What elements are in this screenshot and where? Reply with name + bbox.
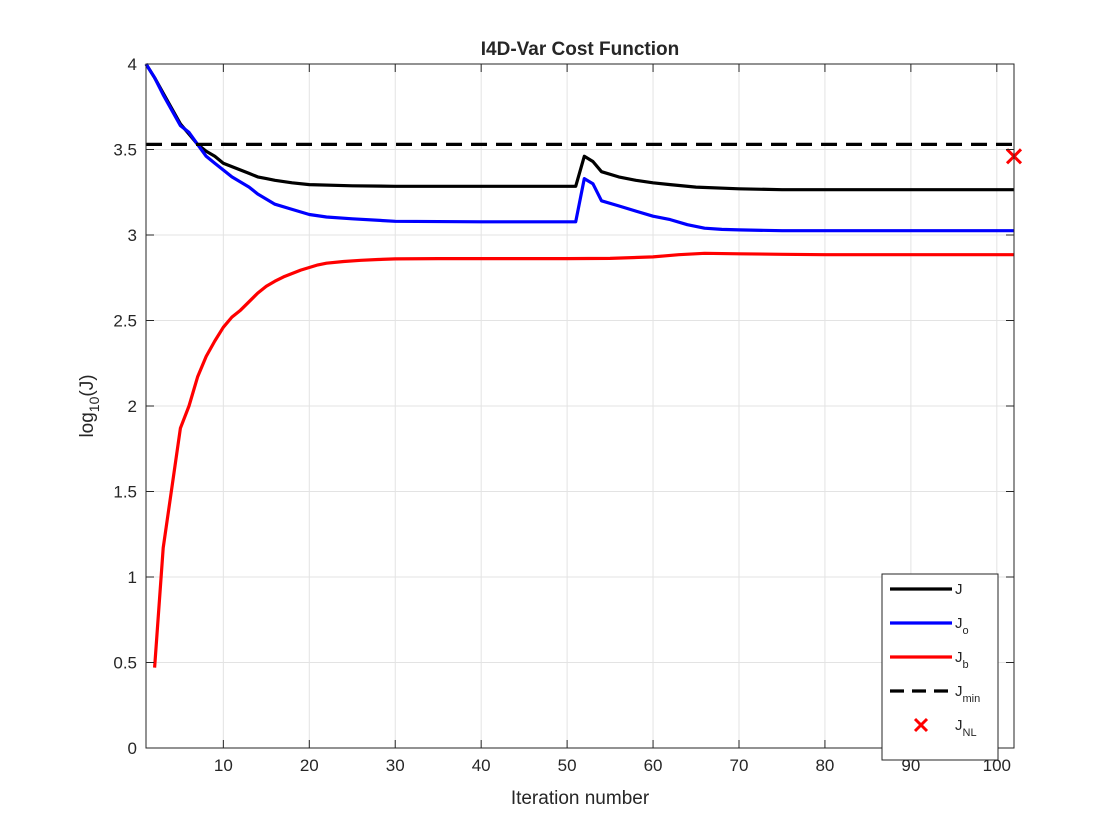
x-tick-label: 10 [214,756,233,775]
legend-entry-Jo: Jo [890,615,969,637]
series-line-J [144,63,1014,192]
legend-entry-JNL: JNL [913,717,977,739]
chart-title: I4D-Var Cost Function [481,39,679,60]
legend-label-main: J [955,649,963,666]
series-line-Jo [144,63,1014,233]
legend-label-sub: b [963,659,969,671]
legend-label-main: J [955,717,963,734]
y-tick-label: 3.5 [113,141,137,160]
legend-label-sub: min [963,693,981,705]
legend-label: J [955,581,963,598]
x-tick-label: 70 [730,756,749,775]
axis-ticks: 10 20 30 40 50 60 70 80 90 100 0 0.5 1 1.5 2 2.5 3 3.5 4 [113,55,1014,775]
x-tick-label: 20 [300,756,319,775]
x-tick-label: 90 [901,756,920,775]
legend-entry-J: J [890,581,963,598]
y-axis-label-rest: (J) [77,374,98,396]
legend-label: Jmin [955,683,980,705]
y-tick-label: 0.5 [113,654,137,673]
legend-box [881,573,999,761]
y-axis-label: log10(J) [77,374,102,437]
y-tick-label: 4 [128,55,137,74]
y-tick-label: 1.5 [113,483,137,502]
legend-label: Jb [955,649,969,671]
x-axis-label: Iteration number [511,788,650,809]
legend-swatch [913,717,929,733]
x-tick-label: 80 [815,756,834,775]
x-tick-label: 30 [386,756,405,775]
legend-label: Jo [955,615,969,637]
y-axis-label-sub: 10 [86,396,102,412]
x-tick-label: 50 [558,756,577,775]
legend-entry-Jb: Jb [890,649,969,671]
grid-lines [146,64,1014,748]
x-tick-label: 40 [472,756,491,775]
series-line-Jb [153,251,1014,668]
legend-label-main: J [955,615,963,632]
y-tick-label: 2.5 [113,312,137,331]
x-tick-label: 100 [983,756,1011,775]
y-tick-label: 1 [128,568,137,587]
y-tick-label: 3 [128,226,137,245]
y-tick-label: 0 [128,739,137,758]
legend-label-sub: o [963,625,969,637]
legend-entry-Jmin: Jmin [890,683,980,705]
legend-label-main: J [955,581,963,598]
legend-label-main: J [955,683,963,700]
y-tick-label: 2 [128,397,137,416]
legend-label: JNL [955,717,977,739]
x-tick-label: 60 [644,756,663,775]
legend-label-sub: NL [963,727,977,739]
y-axis-label-base: log [77,412,98,437]
